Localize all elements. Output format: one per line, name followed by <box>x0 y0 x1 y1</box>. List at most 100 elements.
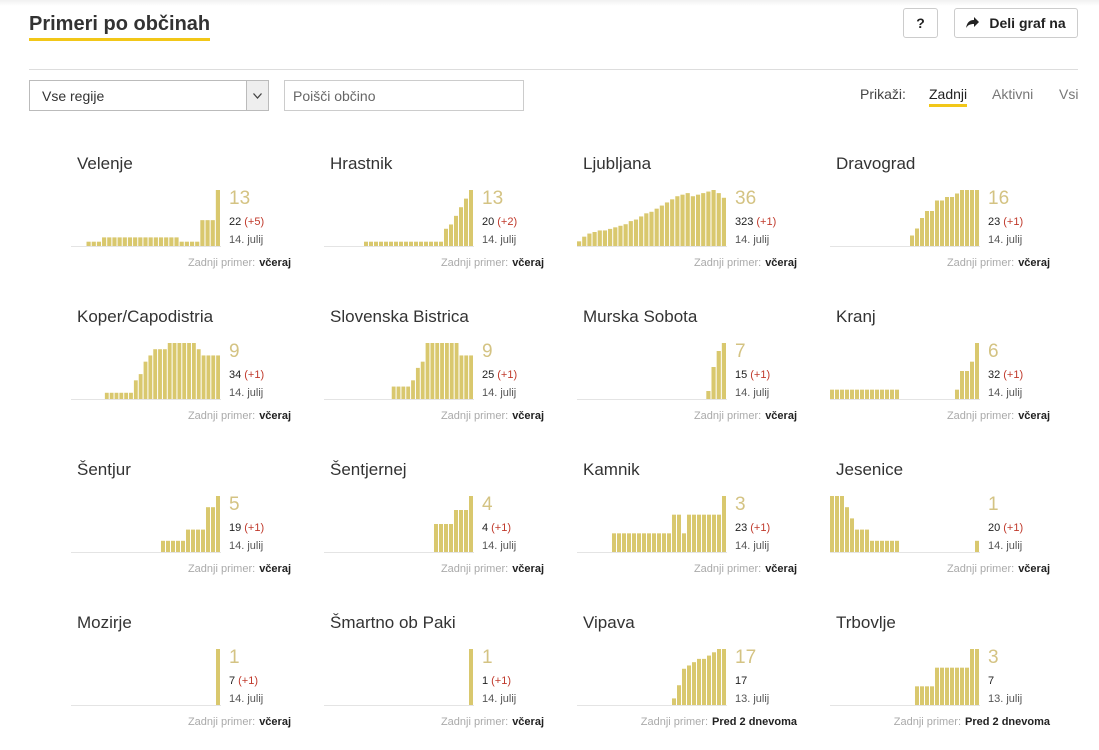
chart-bar <box>148 237 153 246</box>
chart-bar <box>153 349 158 399</box>
chart-bar <box>434 241 438 246</box>
chart-bar <box>401 386 406 399</box>
chart-bar <box>127 237 133 246</box>
chevron-down-icon[interactable] <box>246 81 268 110</box>
total-value: 15 <box>735 369 748 381</box>
municipality-card[interactable]: Trbovlje 3 7 13. julij Zadnji primer: Pred 2 … <box>830 613 1050 743</box>
chart-bar <box>166 540 170 552</box>
municipality-card[interactable]: Ljubljana 36 323 (+1) 14. julij Zadnji primer… <box>577 154 797 284</box>
active-cases: 3 <box>988 647 999 668</box>
chart-bar <box>114 392 119 399</box>
chart-bar <box>107 237 112 246</box>
chart-bar <box>702 658 706 705</box>
municipality-name: Slovenska Bistrica <box>330 307 469 326</box>
chart-bar <box>133 237 138 246</box>
municipality-card[interactable]: Koper/Capodistria 9 34 (+1) 14. julij Zadnji … <box>71 307 291 437</box>
municipality-card[interactable]: Jesenice 1 20 (+1) 14. julij Zadnji primer: vč… <box>830 460 1050 590</box>
tab-latest[interactable]: Zadnji <box>929 86 968 107</box>
chart-bar <box>975 190 979 246</box>
total-cases: 32 (+1) <box>988 369 1023 381</box>
last-case-label: Zadnji primer: <box>440 410 509 422</box>
chart-bar <box>717 514 721 552</box>
municipality-name: Trbovlje <box>836 613 896 632</box>
chart-bar <box>880 540 884 552</box>
chart-bar <box>205 220 210 246</box>
chart-bar <box>206 355 211 399</box>
chart-bar <box>835 496 839 552</box>
share-button[interactable]: Deli graf na <box>954 8 1078 38</box>
help-button[interactable]: ? <box>903 8 938 38</box>
active-cases: 7 <box>735 341 746 362</box>
municipality-card[interactable]: Kamnik 3 23 (+1) 14. julij Zadnji primer: včer… <box>577 460 797 590</box>
chart-bar <box>162 349 167 399</box>
daily-delta: (+1) <box>497 369 518 381</box>
chart-bar <box>697 514 701 552</box>
total-cases: 20 (+2) <box>482 216 517 228</box>
bar-chart <box>324 343 474 400</box>
total-cases: 19 (+1) <box>229 522 264 534</box>
municipality-card[interactable]: Mozirje 1 7 (+1) 14. julij Zadnji primer: včer… <box>71 613 291 743</box>
total-cases: 34 (+1) <box>229 369 264 381</box>
region-select[interactable]: Vse regije <box>29 80 269 111</box>
municipality-card[interactable]: Kranj 6 32 (+1) 14. julij Zadnji primer: včera… <box>830 307 1050 437</box>
municipality-card[interactable]: Slovenska Bistrica 9 25 (+1) 14. julij Zadnji… <box>324 307 544 437</box>
chart-bar <box>960 190 964 246</box>
chart-bar <box>444 228 448 246</box>
chart-bar <box>444 524 448 552</box>
chart-bar <box>722 496 726 552</box>
last-case-value: včeraj <box>512 410 544 422</box>
chart-bar <box>200 220 205 246</box>
last-date: 14. julij <box>482 387 517 399</box>
tab-all[interactable]: Vsi <box>1059 86 1079 102</box>
chart-bar <box>469 190 473 246</box>
last-date: 14. julij <box>482 693 517 705</box>
municipality-card[interactable]: Šentjernej 4 4 (+1) 14. julij Zadnji primer: v… <box>324 460 544 590</box>
municipality-card[interactable]: Murska Sobota 7 15 (+1) 14. julij Zadnji prim… <box>577 307 797 437</box>
last-date: 13. julij <box>735 693 770 705</box>
chart-bar <box>910 235 914 246</box>
chart-bar <box>195 241 200 246</box>
municipality-card[interactable]: Hrastnik 13 20 (+2) 14. julij Zadnji primer: v… <box>324 154 544 284</box>
last-case: Zadnji primer: včeraj <box>188 257 291 269</box>
chart-bar <box>950 197 954 246</box>
chart-bar <box>692 514 696 552</box>
tab-active[interactable]: Aktivni <box>992 86 1034 102</box>
chart-bar <box>945 667 949 705</box>
daily-delta: (+1) <box>1003 216 1024 228</box>
chart-bar <box>970 190 974 246</box>
municipality-card[interactable]: Velenje 13 22 (+5) 14. julij Zadnji primer: vč… <box>71 154 291 284</box>
total-value: 20 <box>988 522 1001 534</box>
municipality-card[interactable]: Šmartno ob Paki 1 1 (+1) 14. julij Zadnji pri… <box>324 613 544 743</box>
chart-bar <box>391 386 396 399</box>
chart-bar <box>890 540 894 552</box>
last-case-label: Zadnji primer: <box>440 257 509 269</box>
bar-chart <box>830 649 980 706</box>
chart-bar <box>712 652 716 705</box>
chart-bar <box>404 241 408 246</box>
chart-bar <box>659 205 664 246</box>
chart-bar <box>618 225 623 246</box>
chart-bar <box>687 514 691 552</box>
chart-bar <box>649 211 654 246</box>
last-case-value: včeraj <box>1018 410 1050 422</box>
chart-bar <box>654 208 659 246</box>
chart-bar <box>186 529 190 552</box>
chart-bar <box>104 392 109 399</box>
chart-bar <box>632 533 636 552</box>
chart-bar <box>201 355 206 399</box>
chart-bar <box>965 190 969 246</box>
chart-bar <box>133 380 138 399</box>
bar-chart <box>71 496 221 553</box>
chart-bar <box>201 529 205 552</box>
total-cases: 7 (+1) <box>229 675 258 687</box>
chart-bar <box>439 524 443 552</box>
municipality-card[interactable]: Dravograd 16 23 (+1) 14. julij Zadnji primer:… <box>830 154 1050 284</box>
municipality-card[interactable]: Šentjur 5 19 (+1) 14. julij Zadnji primer: vče… <box>71 460 291 590</box>
municipality-search-input[interactable] <box>284 80 524 111</box>
municipality-card[interactable]: Vipava 17 17 13. julij Zadnji primer: Pred 2 … <box>577 613 797 743</box>
chart-bar <box>364 241 368 246</box>
total-value: 32 <box>988 369 1001 381</box>
chart-bar <box>840 389 844 399</box>
chart-bar <box>617 533 621 552</box>
total-value: 22 <box>229 216 242 228</box>
